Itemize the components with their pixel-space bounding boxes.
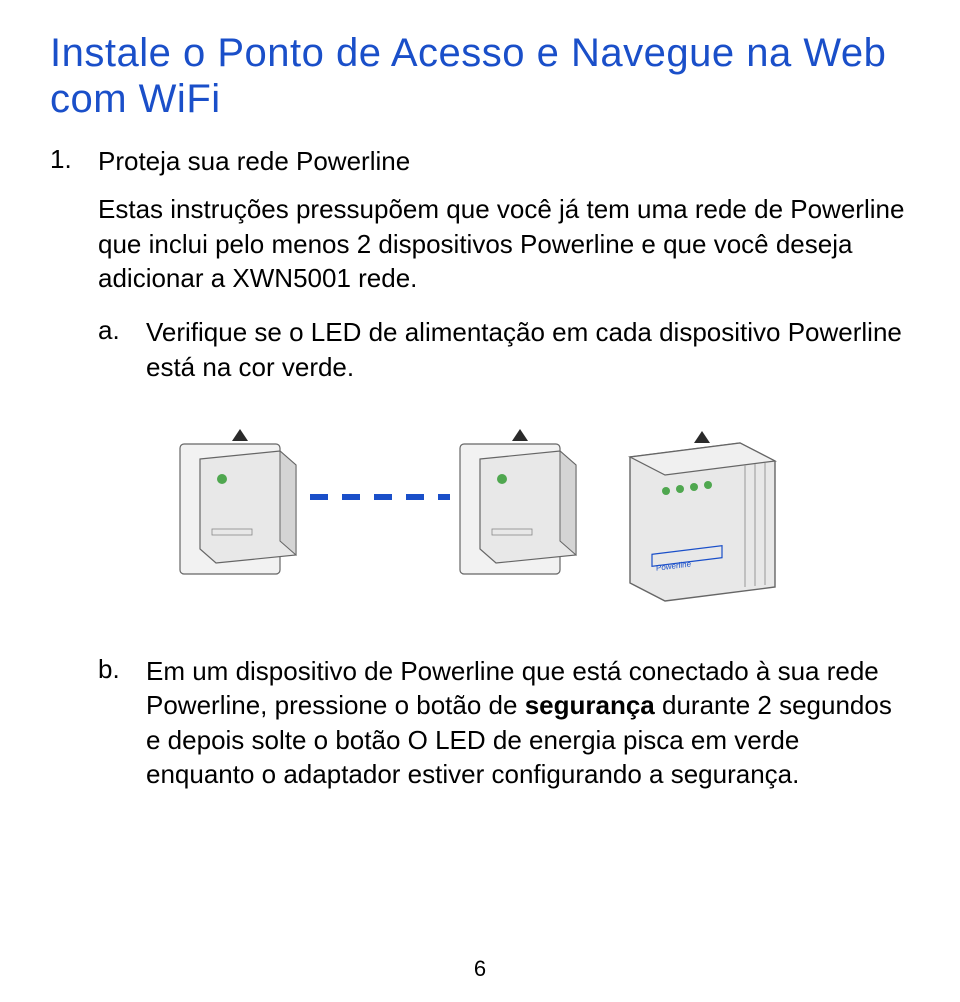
step-text: Proteja sua rede Powerline — [98, 144, 410, 178]
step-1: 1. Proteja sua rede Powerline — [50, 144, 910, 178]
substep-text: Em um dispositivo de Powerline que está … — [146, 654, 910, 791]
page-number: 6 — [474, 956, 486, 982]
devices-svg: Powerline — [160, 419, 800, 609]
substep-letter: a. — [98, 315, 146, 384]
powerline-diagram: Powerline — [50, 414, 910, 614]
substep-text: Verifique se o LED de alimentação em cad… — [146, 315, 910, 384]
intro-text: Estas instruções pressupõem que você já … — [98, 192, 910, 295]
substep-b: b. Em um dispositivo de Powerline que es… — [98, 654, 910, 791]
device-right-xwn5001: Powerline — [630, 431, 775, 601]
device-middle — [460, 429, 576, 574]
step-number: 1. — [50, 144, 98, 178]
substep-letter: b. — [98, 654, 146, 791]
substep-b-bold: segurança — [525, 690, 655, 720]
substep-a: a. Verifique se o LED de alimentação em … — [98, 315, 910, 384]
page-title: Instale o Ponto de Acesso e Navegue na W… — [50, 30, 910, 122]
device-left — [180, 429, 296, 574]
